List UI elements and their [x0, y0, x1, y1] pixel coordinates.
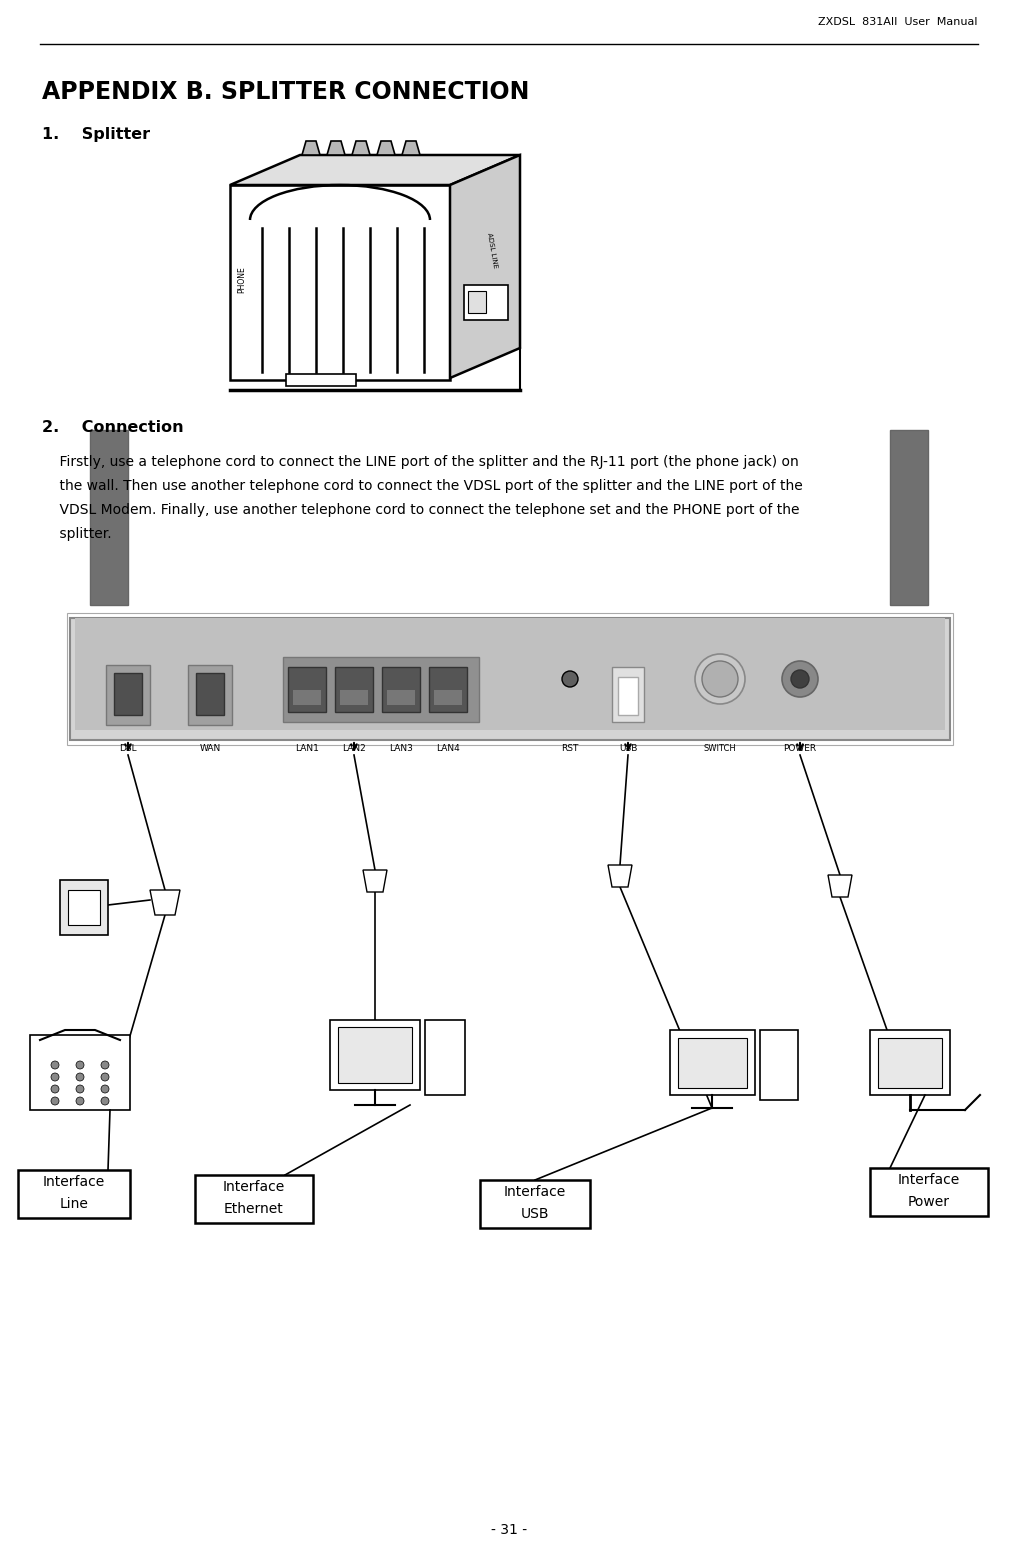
Polygon shape	[608, 864, 632, 888]
Circle shape	[76, 1085, 84, 1093]
Polygon shape	[150, 889, 180, 916]
Circle shape	[562, 670, 578, 688]
Bar	[283, 656, 479, 722]
Text: RST: RST	[561, 743, 578, 753]
Text: Firstly, use a telephone cord to connect the LINE port of the splitter and the R: Firstly, use a telephone cord to connect…	[42, 455, 799, 469]
Circle shape	[51, 1072, 59, 1082]
Text: Interface: Interface	[223, 1180, 285, 1193]
Text: SWITCH: SWITCH	[703, 743, 736, 753]
Polygon shape	[230, 185, 450, 380]
Bar	[106, 664, 150, 725]
Bar	[293, 691, 321, 705]
Circle shape	[101, 1085, 109, 1093]
Bar	[60, 880, 108, 934]
Text: Power: Power	[908, 1195, 950, 1209]
Circle shape	[51, 1085, 59, 1093]
Bar	[387, 691, 415, 705]
Circle shape	[101, 1097, 109, 1105]
Circle shape	[76, 1097, 84, 1105]
Bar	[670, 1031, 755, 1096]
Text: PHONE: PHONE	[237, 267, 246, 293]
Bar	[870, 1169, 988, 1217]
Bar	[67, 613, 953, 745]
Polygon shape	[230, 155, 520, 185]
Text: Ethernet: Ethernet	[224, 1201, 284, 1217]
Text: 1.    Splitter: 1. Splitter	[42, 127, 150, 143]
Circle shape	[702, 661, 738, 697]
Bar	[434, 691, 462, 705]
Bar	[890, 430, 928, 605]
Bar	[480, 1180, 590, 1228]
Polygon shape	[327, 141, 345, 155]
Text: Interface: Interface	[898, 1173, 960, 1187]
Bar	[75, 618, 945, 729]
Bar	[188, 664, 232, 725]
Text: APPENDIX B. SPLITTER CONNECTION: APPENDIX B. SPLITTER CONNECTION	[42, 81, 529, 104]
Text: Interface: Interface	[504, 1186, 566, 1200]
Bar	[338, 1027, 412, 1083]
Circle shape	[101, 1072, 109, 1082]
Text: USB: USB	[521, 1207, 550, 1221]
Polygon shape	[302, 141, 320, 155]
Bar	[618, 677, 638, 715]
Bar	[612, 667, 644, 722]
Text: VDSL Modem. Finally, use another telephone cord to connect the telephone set and: VDSL Modem. Finally, use another telepho…	[42, 503, 799, 517]
Circle shape	[101, 1062, 109, 1069]
Bar	[30, 1035, 130, 1110]
Polygon shape	[828, 875, 852, 897]
Bar	[870, 1031, 950, 1096]
Bar	[286, 374, 356, 386]
Text: Line: Line	[60, 1197, 89, 1211]
Text: LAN3: LAN3	[389, 743, 413, 753]
Bar	[464, 286, 508, 320]
Text: Interface: Interface	[43, 1175, 105, 1189]
Bar	[68, 889, 100, 925]
Bar	[196, 674, 224, 715]
Bar	[70, 618, 950, 740]
Text: splitter.: splitter.	[42, 528, 112, 542]
Text: DSL: DSL	[119, 743, 136, 753]
Bar	[429, 667, 467, 712]
Text: POWER: POWER	[784, 743, 816, 753]
Circle shape	[51, 1097, 59, 1105]
Text: WAN: WAN	[200, 743, 221, 753]
Text: ZXDSL  831AII  User  Manual: ZXDSL 831AII User Manual	[818, 17, 978, 26]
Polygon shape	[402, 141, 420, 155]
Polygon shape	[377, 141, 395, 155]
Polygon shape	[363, 871, 387, 892]
Circle shape	[76, 1062, 84, 1069]
Circle shape	[695, 653, 745, 705]
Bar	[425, 1020, 465, 1096]
Bar	[330, 1020, 420, 1090]
Text: 2.    Connection: 2. Connection	[42, 421, 183, 436]
Bar	[340, 691, 367, 705]
Bar	[18, 1170, 130, 1218]
Bar	[288, 667, 326, 712]
Circle shape	[791, 670, 809, 688]
Text: - 31 -: - 31 -	[491, 1523, 527, 1536]
Bar	[335, 667, 373, 712]
Text: ADSL LINE: ADSL LINE	[486, 231, 498, 268]
Bar	[195, 1175, 313, 1223]
Bar	[382, 667, 420, 712]
Text: LAN2: LAN2	[342, 743, 365, 753]
Text: USB: USB	[619, 743, 637, 753]
Bar	[878, 1038, 942, 1088]
Circle shape	[782, 661, 818, 697]
Bar	[678, 1038, 747, 1088]
Text: the wall. Then use another telephone cord to connect the VDSL port of the splitt: the wall. Then use another telephone cor…	[42, 480, 803, 494]
Bar	[114, 674, 142, 715]
Bar	[90, 430, 128, 605]
Circle shape	[51, 1062, 59, 1069]
Bar	[760, 1031, 798, 1100]
Circle shape	[76, 1072, 84, 1082]
Polygon shape	[352, 141, 370, 155]
Polygon shape	[450, 155, 520, 379]
Text: LAN1: LAN1	[295, 743, 319, 753]
Text: LAN4: LAN4	[436, 743, 460, 753]
Bar	[468, 292, 486, 314]
